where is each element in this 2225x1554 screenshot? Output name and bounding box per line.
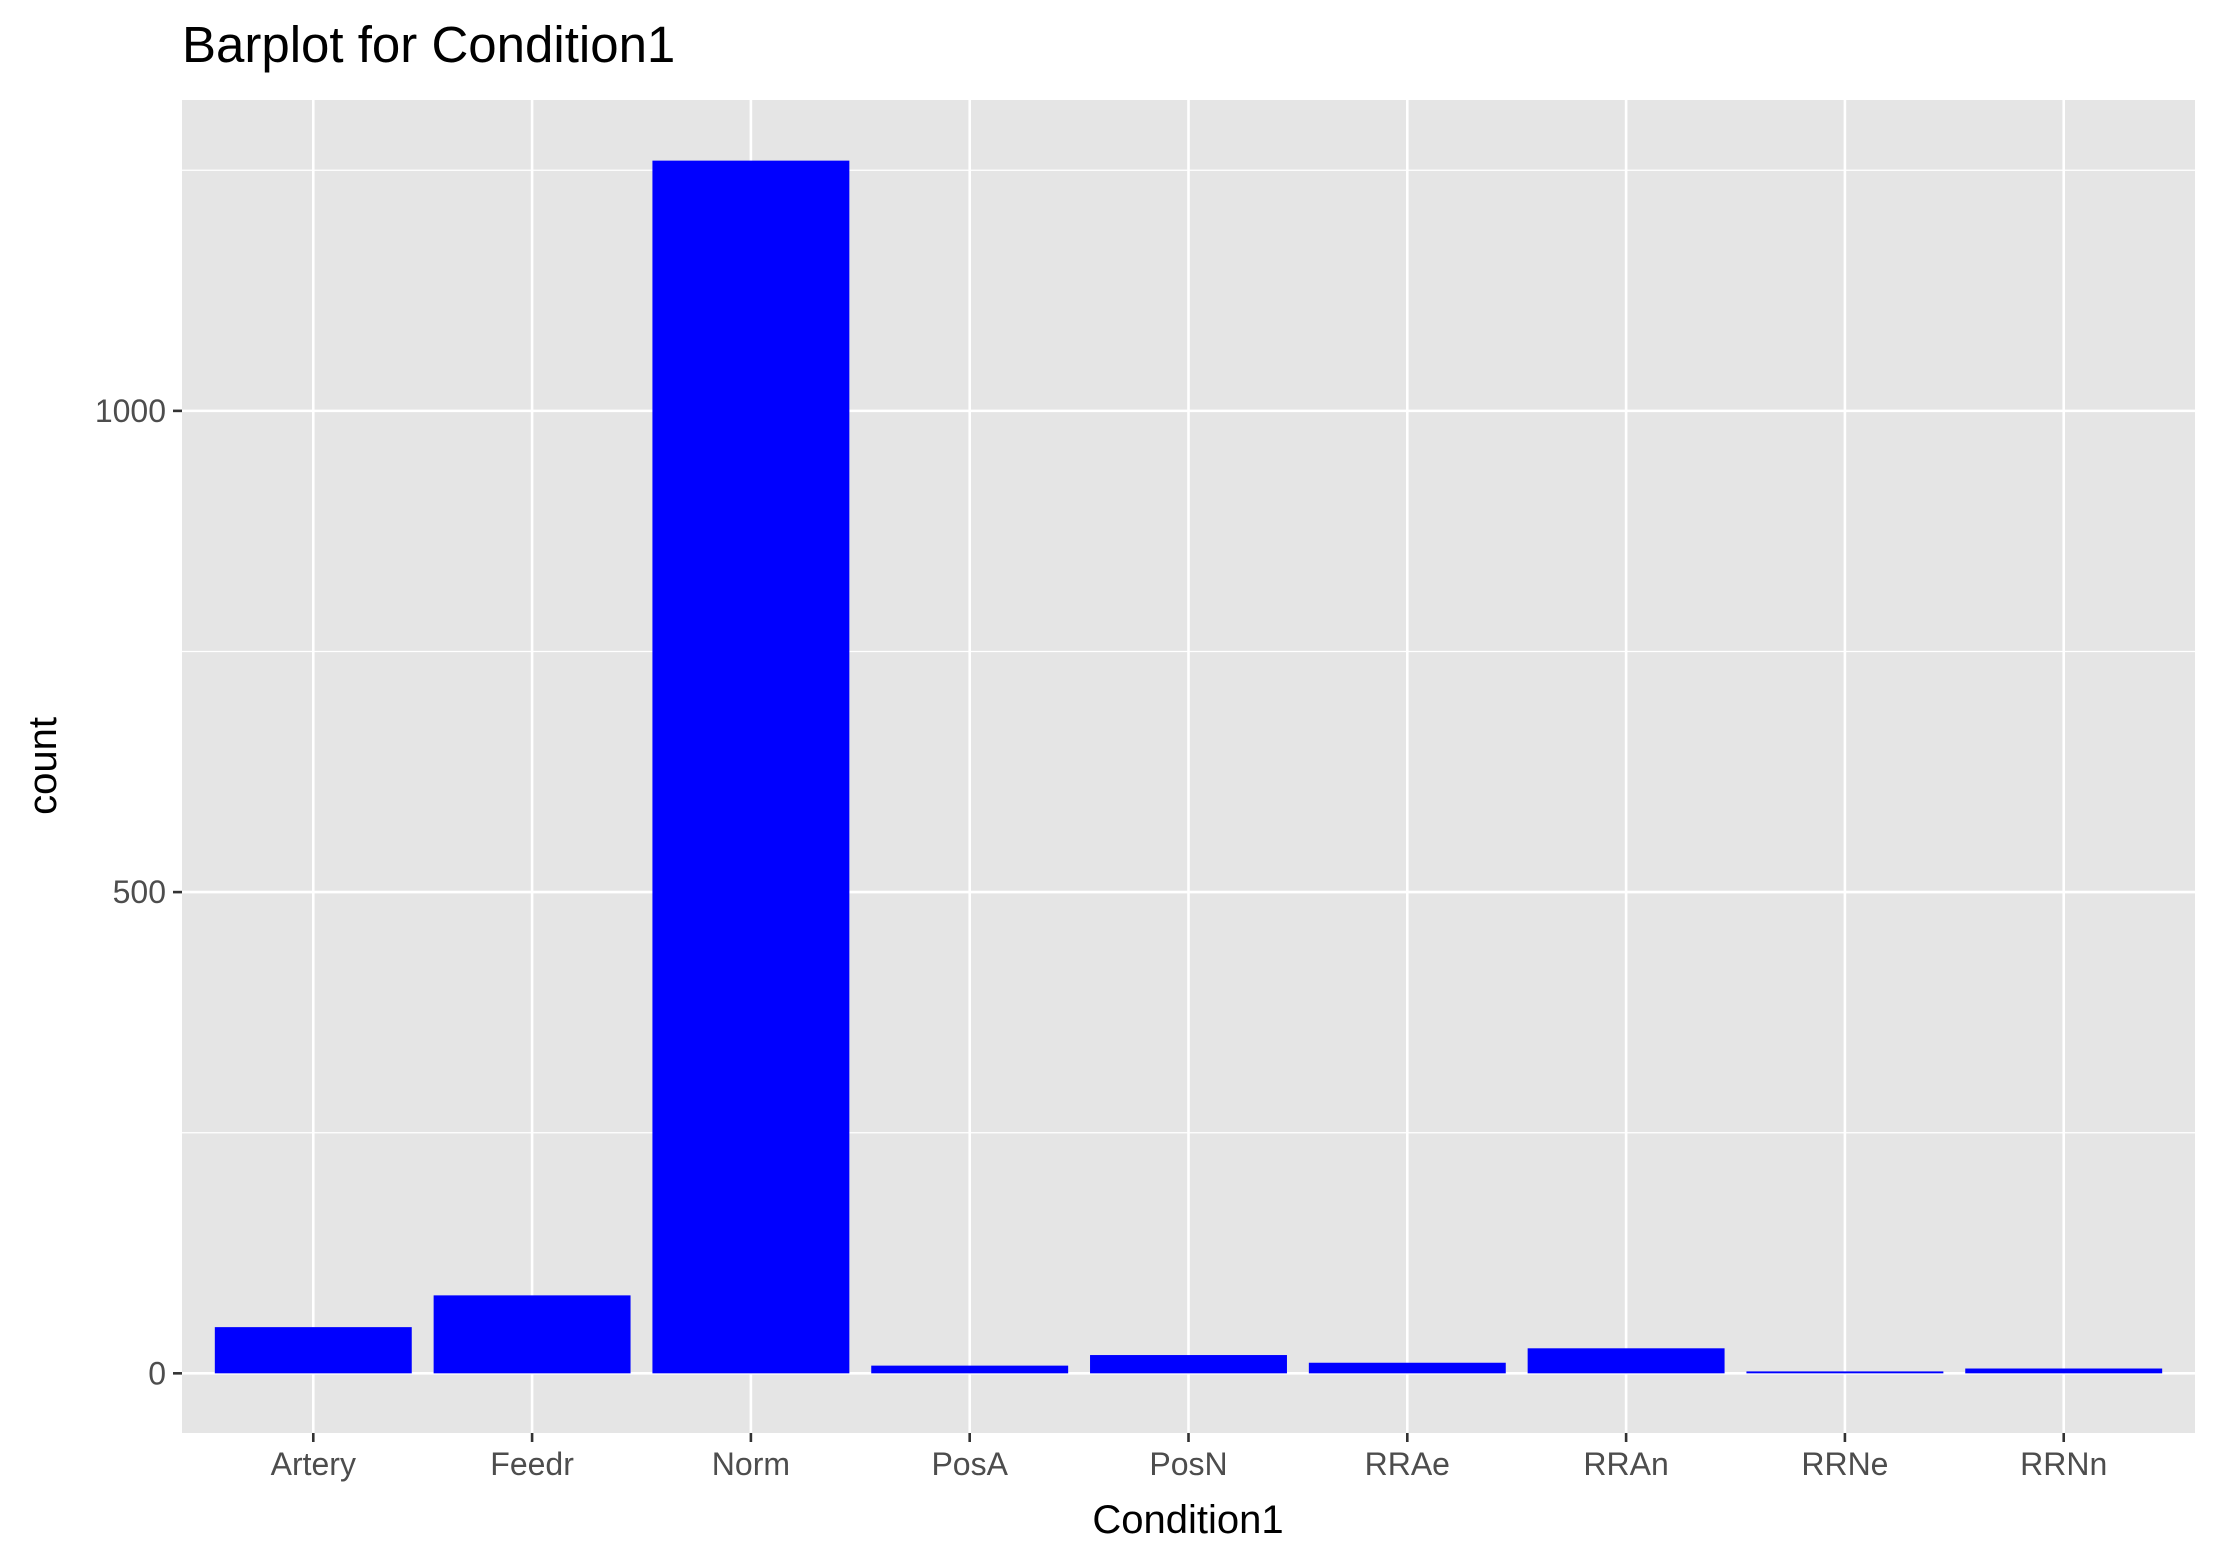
- x-tick-label: RRAe: [1365, 1446, 1450, 1482]
- x-tick-label: RRNe: [1801, 1446, 1888, 1482]
- bar-rran: [1527, 1348, 1725, 1374]
- bar-artery: [214, 1327, 412, 1374]
- y-axis: 0 500 1000: [95, 393, 182, 1391]
- x-tick-label: PosN: [1149, 1446, 1227, 1482]
- y-tick-label: 0: [148, 1355, 166, 1391]
- x-tick-label: Norm: [712, 1446, 790, 1482]
- x-tick-label: Feedr: [490, 1446, 574, 1482]
- x-tick-label: RRAn: [1583, 1446, 1668, 1482]
- bar-feedr: [433, 1295, 631, 1374]
- bar-posa: [871, 1365, 1069, 1374]
- x-axis-title: Condition1: [1092, 1498, 1283, 1542]
- bars: [214, 160, 2163, 1374]
- y-axis-title: count: [21, 717, 65, 815]
- bar-rrne: [1746, 1371, 1944, 1374]
- x-axis: Artery Feedr Norm PosA PosN RRAe RRAn RRNe RRNn: [271, 1433, 2107, 1482]
- bar-rrnn: [1965, 1368, 2163, 1374]
- bar-rrae: [1308, 1362, 1506, 1374]
- x-tick-label: PosA: [931, 1446, 1008, 1482]
- x-tick-label: Artery: [271, 1446, 356, 1482]
- y-tick-label: 1000: [95, 393, 166, 429]
- y-tick-label: 500: [113, 874, 166, 910]
- bar-norm: [652, 160, 850, 1374]
- x-tick-label: RRNn: [2020, 1446, 2107, 1482]
- bar-posn: [1090, 1355, 1287, 1374]
- chart-title: Barplot for Condition1: [182, 16, 675, 73]
